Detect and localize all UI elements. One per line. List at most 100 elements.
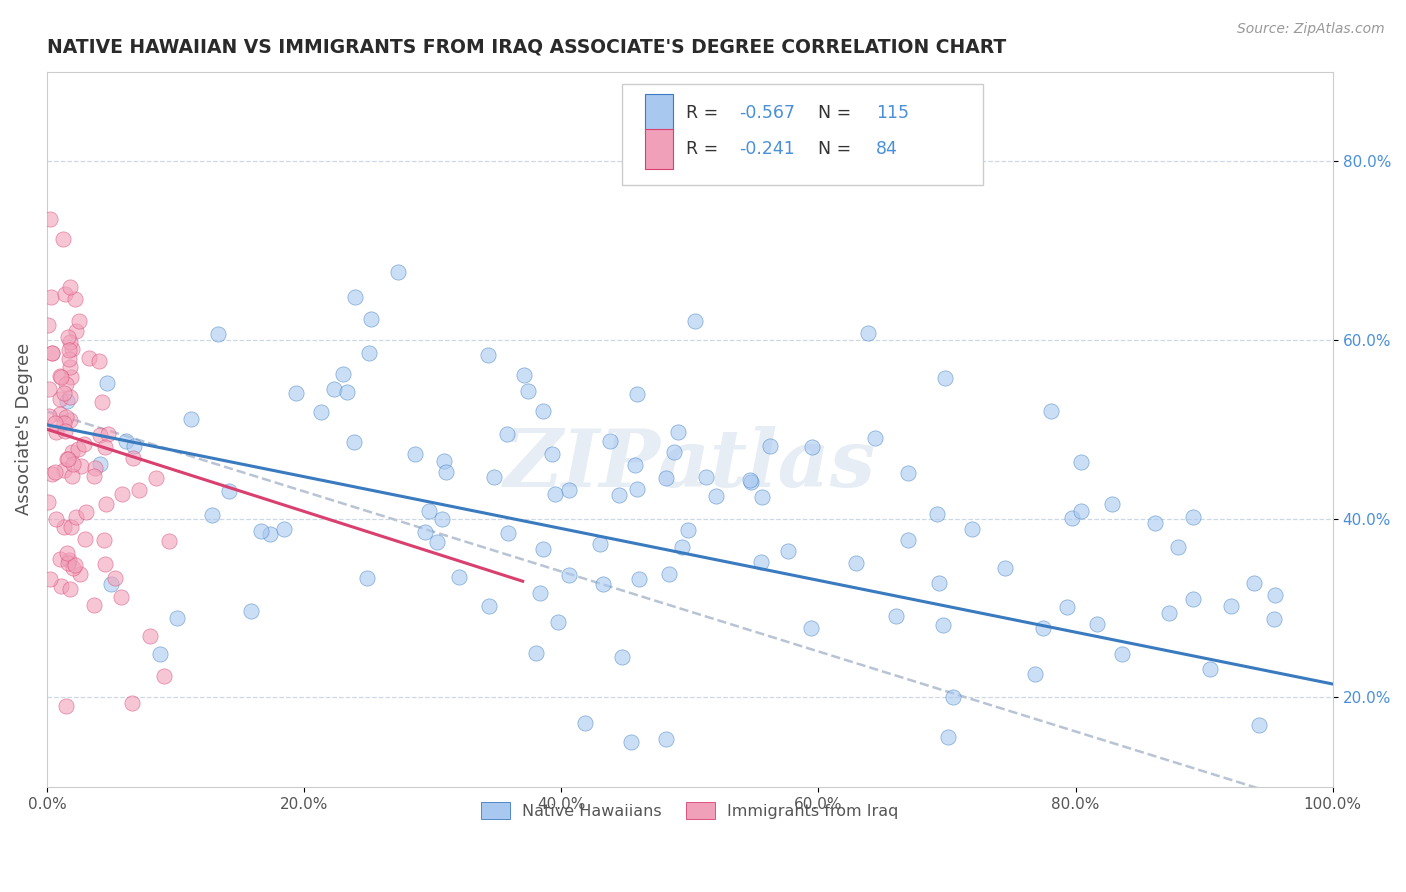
Point — [628, 572, 651, 586]
Point — [53, 463, 76, 477]
Point — [671, 541, 693, 555]
Point — [58, 343, 80, 357]
Point — [529, 586, 551, 600]
Point — [343, 435, 366, 450]
Point — [94, 440, 117, 454]
Point — [1070, 455, 1092, 469]
Point — [259, 527, 281, 541]
Point — [942, 690, 965, 705]
Point — [749, 555, 772, 569]
Point — [72, 437, 94, 451]
Point — [45, 512, 67, 526]
Point — [599, 434, 621, 448]
Text: N =: N = — [818, 140, 858, 158]
Point — [48, 368, 70, 383]
Point — [993, 561, 1015, 575]
Point — [49, 407, 72, 421]
Point — [1167, 540, 1189, 554]
Point — [531, 541, 554, 556]
Point — [936, 730, 959, 744]
Point — [800, 621, 823, 635]
Point — [415, 524, 437, 539]
Point — [1143, 516, 1166, 531]
Point — [60, 370, 83, 384]
Point — [612, 649, 634, 664]
Point — [60, 343, 83, 357]
Point — [884, 608, 907, 623]
Point — [83, 598, 105, 612]
Point — [897, 533, 920, 548]
Point — [91, 394, 114, 409]
Point — [52, 519, 75, 533]
Point — [122, 451, 145, 466]
Point — [558, 483, 581, 497]
Point — [676, 523, 699, 537]
Point — [83, 468, 105, 483]
Point — [517, 384, 540, 398]
Point — [38, 212, 60, 227]
Point — [65, 509, 87, 524]
Point — [960, 522, 983, 536]
Text: ZIPatlas: ZIPatlas — [503, 426, 876, 504]
Point — [284, 385, 307, 400]
Point — [543, 486, 565, 500]
Point — [60, 445, 83, 459]
Point — [93, 533, 115, 547]
Point — [94, 557, 117, 571]
Point — [1070, 503, 1092, 517]
Point — [1220, 599, 1243, 613]
Point — [404, 447, 426, 461]
Point — [153, 669, 176, 683]
Point — [695, 470, 717, 484]
Point — [609, 488, 631, 502]
Point — [776, 543, 799, 558]
Point — [100, 577, 122, 591]
Point — [931, 618, 953, 632]
Point — [56, 452, 79, 467]
Text: 115: 115 — [876, 104, 910, 122]
Point — [59, 359, 82, 374]
Text: R =: R = — [686, 140, 724, 158]
Text: Source: ZipAtlas.com: Source: ZipAtlas.com — [1237, 22, 1385, 37]
Point — [1159, 606, 1181, 620]
Point — [58, 351, 80, 366]
Point — [52, 416, 75, 430]
Point — [1101, 497, 1123, 511]
Point — [96, 376, 118, 390]
Point — [356, 571, 378, 585]
Point — [128, 483, 150, 497]
Point — [273, 522, 295, 536]
Point — [55, 410, 77, 425]
Point — [540, 447, 562, 461]
Point — [39, 290, 62, 304]
Point — [84, 460, 107, 475]
Point — [666, 425, 689, 439]
Point — [865, 431, 887, 445]
Point — [65, 558, 87, 572]
Point — [574, 716, 596, 731]
Point — [94, 497, 117, 511]
Point — [55, 376, 77, 391]
Point — [323, 382, 346, 396]
Point — [218, 483, 240, 498]
Point — [478, 599, 501, 613]
Point — [44, 416, 66, 430]
Point — [67, 313, 90, 327]
Point — [360, 312, 382, 326]
Point — [89, 428, 111, 442]
Point — [49, 551, 72, 566]
Point — [37, 494, 59, 508]
Point — [547, 615, 569, 630]
Point — [357, 346, 380, 360]
Point — [927, 508, 949, 522]
Point — [496, 427, 519, 442]
Point — [740, 475, 762, 490]
Point — [207, 327, 229, 342]
Point — [121, 697, 143, 711]
Legend: Native Hawaiians, Immigrants from Iraq: Native Hawaiians, Immigrants from Iraq — [474, 795, 905, 825]
Point — [62, 468, 84, 483]
Point — [558, 568, 581, 582]
Text: R =: R = — [686, 104, 724, 122]
Point — [62, 561, 84, 575]
Point — [897, 467, 920, 481]
